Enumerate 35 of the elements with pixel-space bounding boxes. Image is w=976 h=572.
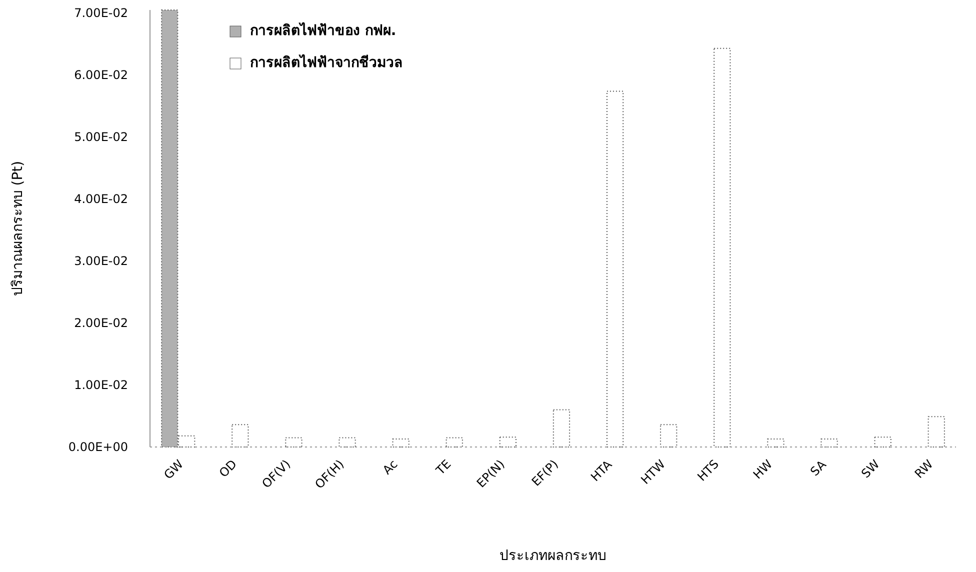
bar bbox=[820, 438, 838, 448]
y-tick-label: 1.00E-02 bbox=[74, 378, 128, 392]
bar bbox=[232, 424, 249, 448]
x-tick-label: SW bbox=[858, 457, 882, 481]
legend-label: การผลิตไฟฟ้าของ กฟผ. bbox=[250, 21, 396, 39]
y-tick-label: 7.00E-02 bbox=[74, 6, 128, 20]
bar bbox=[606, 90, 624, 448]
bar bbox=[928, 416, 945, 448]
x-axis-title: ประเภทผลกระทบ bbox=[500, 548, 606, 564]
bar bbox=[714, 48, 731, 448]
y-tick-label: 2.00E-02 bbox=[74, 316, 128, 330]
bar bbox=[660, 424, 678, 448]
bar bbox=[552, 409, 570, 448]
bar bbox=[767, 438, 784, 448]
x-tick-label: Ac bbox=[380, 457, 400, 478]
bar bbox=[285, 437, 302, 448]
bar bbox=[874, 436, 892, 448]
x-tick-label: SA bbox=[808, 457, 830, 479]
y-tick-label: 5.00E-02 bbox=[74, 130, 128, 144]
bar bbox=[499, 436, 516, 448]
bar bbox=[338, 437, 356, 448]
x-tick-label: HW bbox=[750, 457, 776, 482]
y-tick-label: 0.00E+00 bbox=[68, 440, 128, 454]
x-tick-label: TE bbox=[432, 457, 454, 478]
legend-label: การผลิตไฟฟ้าจากชีวมวล bbox=[250, 53, 403, 71]
x-tick-label: RW bbox=[912, 457, 936, 481]
x-tick-label: HTA bbox=[588, 457, 616, 484]
x-tick-label: GW bbox=[161, 457, 186, 482]
x-tick-label: OD bbox=[216, 457, 240, 480]
y-tick-label: 4.00E-02 bbox=[74, 192, 128, 206]
bar bbox=[446, 437, 463, 448]
y-tick-label: 6.00E-02 bbox=[74, 68, 128, 82]
y-tick-label: 3.00E-02 bbox=[74, 254, 128, 268]
bar bbox=[392, 438, 410, 448]
y-axis-title: ปริมาณผลกระทบ (Pt) bbox=[10, 160, 26, 296]
